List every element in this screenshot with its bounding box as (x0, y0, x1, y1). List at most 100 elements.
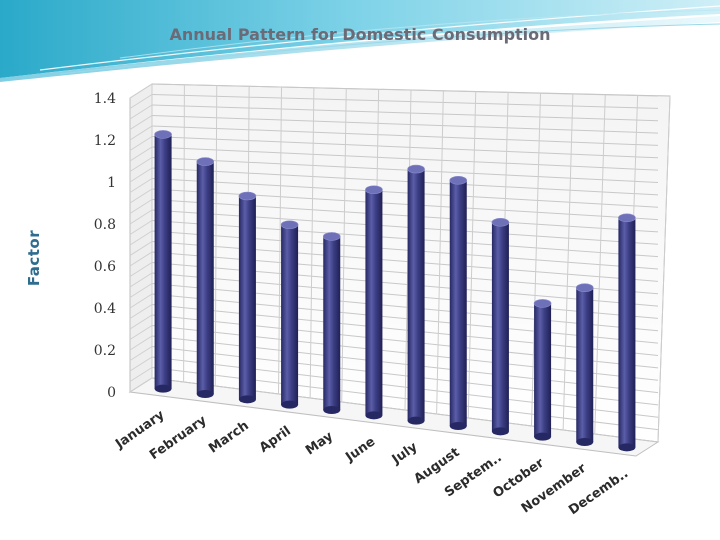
gridline-vertical (531, 92, 541, 427)
gridline-horizontal (151, 178, 659, 208)
bar-body (365, 189, 383, 416)
gridline-horizontal (151, 199, 659, 233)
bar (618, 213, 636, 452)
bar-top (575, 283, 594, 293)
bar-body (618, 217, 636, 448)
gridline-horizontal (151, 251, 659, 295)
bar-body (449, 180, 467, 426)
bar-body (281, 224, 299, 405)
gridlines (129, 83, 671, 443)
gridline-side (129, 251, 153, 267)
gridline-side (129, 83, 153, 99)
gridline-vertical (562, 93, 574, 431)
bar-base (154, 384, 172, 393)
bar (449, 176, 468, 430)
gridline-horizontal (151, 188, 659, 221)
gridline-horizontal (151, 220, 659, 258)
gridline-horizontal (151, 304, 659, 356)
gridline-vertical (341, 88, 347, 403)
bar-body (323, 236, 341, 410)
gridline-horizontal (151, 83, 659, 97)
gridline-horizontal (151, 325, 659, 381)
bar-top (154, 130, 172, 139)
gridline-side (129, 136, 153, 151)
gridline-horizontal (151, 346, 659, 406)
bar-base (491, 427, 509, 436)
bar-base (238, 395, 256, 404)
bar-top (196, 157, 215, 166)
gridline-side (129, 304, 153, 319)
x-tick-label: March (206, 418, 252, 456)
bar-body (534, 303, 552, 437)
bar-top (322, 232, 341, 241)
gridline-horizontal (151, 125, 659, 146)
gridline-side (129, 325, 153, 340)
gridline-horizontal (151, 136, 659, 159)
bar-top (238, 191, 257, 201)
bar-body (238, 196, 256, 400)
bar-top (618, 213, 636, 223)
gridline-side (129, 188, 153, 204)
gridline-side (129, 293, 153, 309)
bar-top (491, 217, 510, 227)
gridline-horizontal (151, 241, 659, 282)
bar-body (576, 287, 594, 442)
bar (491, 217, 510, 436)
bar (533, 299, 552, 441)
bar-base (407, 416, 425, 425)
x-tick-label: July (389, 439, 421, 468)
gridline-side (129, 157, 153, 172)
bar-base (449, 422, 467, 430)
gridline-side (129, 146, 153, 162)
gridline-horizontal (151, 230, 659, 270)
bar (407, 164, 425, 425)
y-tick-labels: 0 0.2 0.4 0.6 0.8 1 1.2 1.4 (94, 91, 116, 401)
gridline-side (129, 367, 153, 382)
gridline-horizontal (151, 293, 659, 344)
gridline-side (129, 272, 153, 288)
gridline-side (129, 167, 153, 183)
bar-body (154, 134, 172, 389)
gridline-side (129, 283, 153, 298)
gridline-horizontal (151, 104, 659, 122)
gridline-vertical (214, 85, 218, 387)
gridline-horizontal (151, 209, 659, 245)
bar-base (534, 432, 552, 441)
gridline-vertical (594, 94, 606, 435)
gridline-horizontal (151, 335, 659, 394)
bar (154, 130, 172, 393)
gridline-side (129, 220, 153, 235)
x-tick-label: May (303, 429, 336, 459)
gridline-side (129, 241, 153, 256)
gridline-horizontal (151, 167, 659, 196)
gridline-side (129, 209, 153, 225)
gridline-side (129, 335, 153, 351)
y-tick-label: 1.4 (94, 91, 116, 107)
header-swoosh-decoration (0, 0, 720, 82)
bar-base (365, 411, 383, 420)
bar (365, 185, 383, 420)
gridline-side (129, 314, 153, 330)
gridline-side (129, 262, 153, 277)
bar-top (280, 220, 299, 230)
gridline-vertical (436, 90, 444, 415)
bar-base (281, 400, 299, 409)
gridline-side (129, 230, 153, 246)
y-tick-label: 0.8 (94, 217, 116, 233)
y-tick-label: 0.2 (94, 343, 116, 359)
gridline-horizontal (151, 115, 659, 134)
gridline-vertical (278, 86, 282, 395)
gridline-side (129, 356, 153, 372)
gridline-horizontal (151, 157, 659, 183)
bar-base (323, 406, 341, 414)
gridline-horizontal (151, 94, 659, 109)
bar-top (449, 176, 468, 185)
x-tick-label: April (257, 424, 294, 456)
bar (196, 157, 215, 398)
gridline-side (129, 346, 153, 361)
gridline-horizontal (151, 146, 659, 171)
gridline-vertical (467, 91, 477, 419)
gridline-side (129, 115, 153, 130)
